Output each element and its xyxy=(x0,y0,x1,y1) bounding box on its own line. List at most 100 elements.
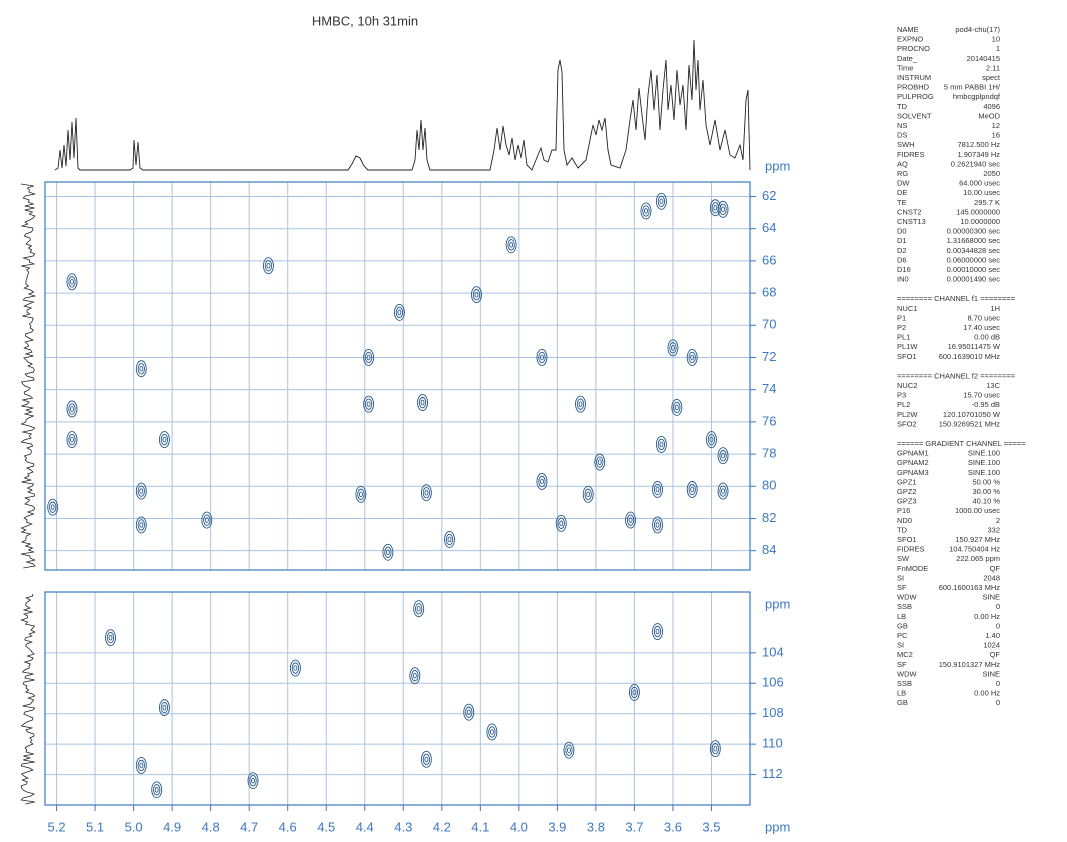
contour-ring xyxy=(488,726,496,738)
x-tick-label: 4.6 xyxy=(279,819,297,834)
contour-ring xyxy=(70,278,74,285)
contour-ring xyxy=(717,200,729,218)
parameter-value: QF xyxy=(990,650,1001,659)
cross-peak xyxy=(706,431,717,449)
contour-ring xyxy=(466,709,471,716)
contour-ring xyxy=(417,394,428,412)
parameter-name: LB xyxy=(897,612,906,621)
contour-ring xyxy=(657,195,666,207)
contour-ring xyxy=(655,486,660,493)
parameter-name: ND0 xyxy=(897,516,912,525)
parameter-value: 295.7 K xyxy=(974,198,1000,207)
contour-ring xyxy=(582,485,594,503)
contour-ring xyxy=(137,519,145,531)
parameter-value: 1 xyxy=(996,44,1000,53)
cross-peak xyxy=(413,600,425,618)
x-tick-label: 4.8 xyxy=(202,819,220,834)
contour-ring xyxy=(721,488,725,494)
parameter-value: 0.2621940 sec xyxy=(951,159,1000,168)
contour-ring xyxy=(657,438,666,451)
x-tick-label: 4.3 xyxy=(394,819,412,834)
parameter-value: 1000.00 usec xyxy=(955,506,1000,515)
contour-ring xyxy=(626,514,635,526)
contour-ring xyxy=(151,781,163,799)
contour-ring xyxy=(655,435,667,453)
parameter-name: GB xyxy=(897,621,908,630)
cross-peak xyxy=(652,516,663,534)
cross-peak xyxy=(628,683,640,701)
parameter-value: SINE.100 xyxy=(968,468,1000,477)
y-tick-label: 110 xyxy=(762,736,783,751)
parameter-value: 150.9269521 MHz xyxy=(939,419,1001,428)
parameter-name: GPNAM3 xyxy=(897,468,929,477)
x-tick-label: 4.0 xyxy=(510,819,528,834)
parameter-value: -0.95 dB xyxy=(972,400,1000,409)
parameter-name: SFO1 xyxy=(897,352,917,361)
panel: 62 64 66 68 70 72 74 76 78 80 82 84 ppm xyxy=(44,158,790,571)
x-tick-label: 4.5 xyxy=(317,819,335,834)
parameter-name: CNST13 xyxy=(897,217,926,226)
contour-ring xyxy=(364,351,373,364)
cross-peak xyxy=(417,394,428,412)
parameter-name: SW xyxy=(897,554,910,563)
contour-ring xyxy=(70,406,74,412)
parameter-value: 104.750404 Hz xyxy=(949,545,1000,554)
contour-ring xyxy=(669,342,677,354)
carbon-projection xyxy=(20,183,37,805)
parameter-name: RG xyxy=(897,169,908,178)
y-tick-label: 74 xyxy=(762,381,776,396)
contour-ring xyxy=(471,286,482,304)
contour-ring xyxy=(418,396,427,409)
parameter-value: 600.1600163 MHz xyxy=(939,583,1001,592)
parameter-name: NS xyxy=(897,121,907,130)
parameter-value: hmbcgplpndqf xyxy=(953,92,1001,101)
y-axis-label: ppm xyxy=(765,158,790,173)
parameter-name: D6 xyxy=(897,255,907,264)
contour-ring xyxy=(597,459,602,465)
x-tick-label: 4.1 xyxy=(471,819,489,834)
contour-ring xyxy=(721,206,725,213)
parameter-header: ====== GRADIENT CHANNEL ===== xyxy=(897,439,1026,448)
parameter-value: SINE xyxy=(982,593,1000,602)
parameter-value: 120.10701050 W xyxy=(943,410,1001,419)
parameter-value: QF xyxy=(990,564,1001,573)
contour-ring xyxy=(108,634,113,641)
contour-ring xyxy=(671,398,683,416)
parameter-name: P16 xyxy=(897,506,910,515)
parameter-value: 2050 xyxy=(983,169,1000,178)
parameter-name: FIDRES xyxy=(897,545,925,554)
contour-ring xyxy=(412,672,417,679)
parameter-name: DW xyxy=(897,179,910,188)
parameter-value: 10.0000000 xyxy=(960,217,1000,226)
y-tick-label: 72 xyxy=(762,349,776,364)
parameter-value: pod4-chu(17) xyxy=(955,25,1000,34)
contour-ring xyxy=(413,600,425,618)
contour-ring xyxy=(719,485,727,497)
plot-frame xyxy=(44,591,751,806)
contour-ring xyxy=(384,546,392,558)
contour-ring xyxy=(653,483,662,496)
cross-peak xyxy=(582,485,594,503)
contour-ring xyxy=(671,344,675,351)
contour-ring xyxy=(653,519,662,531)
parameter-name: IN0 xyxy=(897,275,909,284)
contour-ring xyxy=(667,339,679,357)
cross-peak xyxy=(717,482,729,500)
cross-peak xyxy=(652,623,663,641)
contour-ring xyxy=(420,484,432,502)
contour-ring xyxy=(444,530,455,548)
x-tick-label: 4.7 xyxy=(240,819,258,834)
parameter-name: GPZ3 xyxy=(897,497,917,506)
contour-ring xyxy=(160,433,169,446)
parameter-name: MC2 xyxy=(897,650,913,659)
parameter-name: DS xyxy=(897,131,907,140)
parameter-name: Date_ xyxy=(897,54,918,63)
parameter-value: 2 xyxy=(996,516,1000,525)
parameter-value: 1.907349 Hz xyxy=(957,150,1000,159)
contour-ring xyxy=(291,662,300,674)
contour-ring xyxy=(628,517,633,523)
x-tick-label: 3.8 xyxy=(587,819,605,834)
contour-ring xyxy=(137,363,145,375)
parameter-name: P1 xyxy=(897,313,906,322)
panel: 104 106 108 110 112 ppm 5.2 5.1 5.0 4.9 4.8 4.7 4.6 4… xyxy=(44,591,790,834)
